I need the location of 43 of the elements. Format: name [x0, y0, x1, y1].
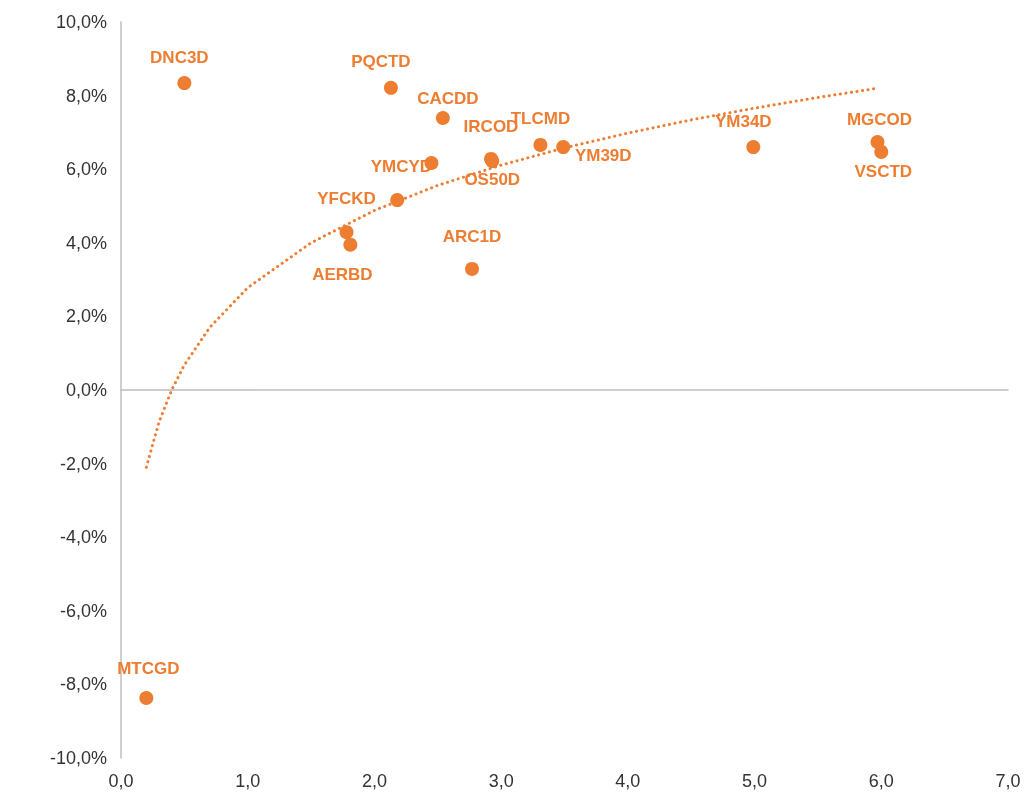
x-tick-label: 6,0 [868, 771, 894, 791]
annotation: MTCGD [117, 658, 180, 678]
annotation: OS50D [464, 169, 521, 189]
point [383, 80, 398, 95]
point [435, 111, 450, 126]
annotation: PQCTD [351, 52, 411, 72]
y-tick-label: -10,0% [49, 748, 107, 768]
y-tick-label: 4,0% [65, 232, 107, 253]
x-tick-label: 3,0 [488, 771, 514, 791]
annotation: MGCOD [846, 110, 913, 130]
annotation: DNC3D [150, 47, 209, 67]
y-tick-label: 6,0% [65, 159, 107, 180]
point [390, 193, 405, 208]
point [177, 76, 192, 91]
y-tick-label: -6,0% [59, 600, 107, 621]
point [746, 140, 761, 155]
annotation: YFCKD [317, 188, 376, 208]
x-tick-label: 1,0 [235, 771, 261, 791]
x-tick-label: 2,0 [361, 771, 387, 791]
annotation: YM34D [714, 111, 772, 131]
y-tick-label: 8,0% [65, 85, 107, 106]
point [465, 261, 479, 276]
point [533, 137, 548, 152]
y-tick-label: -8,0% [59, 674, 107, 695]
y-tick-label: -4,0% [59, 527, 107, 548]
annotation: AERBD [312, 265, 373, 285]
annotation: ARC1D [442, 227, 502, 247]
point [556, 140, 571, 155]
point [343, 237, 358, 252]
point [874, 144, 889, 159]
point [139, 691, 154, 706]
y-tick-label: 2,0% [65, 306, 107, 327]
y-tick-label: 0,0% [65, 380, 107, 400]
x-tick-label: 7,0 [995, 771, 1021, 791]
x-tick-label: 0,0 [108, 771, 134, 791]
x-tick-label: 5,0 [742, 771, 768, 791]
y-tick-label: 10,0% [55, 12, 107, 32]
annotation: CACDD [417, 88, 479, 108]
y-tick-label: -2,0% [59, 453, 107, 474]
annotation: YM39D [574, 145, 632, 165]
annotation: VSCTD [854, 162, 913, 182]
point [339, 225, 354, 240]
x-tick-label: 4,0 [615, 771, 641, 791]
